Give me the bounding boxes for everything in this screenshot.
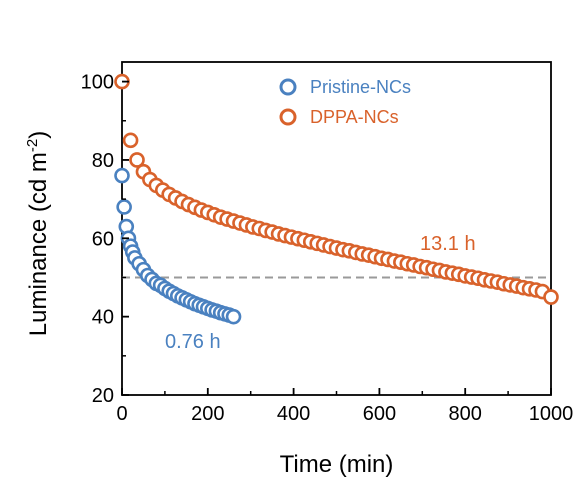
x-tick-label: 800 (449, 403, 482, 425)
y-axis-label: Luminance (cd m-2) (24, 131, 52, 336)
x-tick-label: 1000 (529, 403, 574, 425)
data-point (122, 132, 139, 149)
annotation-pristine-lifetime: 0.76 h (165, 331, 221, 353)
series-pristine (114, 167, 242, 325)
x-tick-label: 200 (191, 403, 224, 425)
x-axis-label: Time (min) (280, 451, 394, 478)
y-axis-label-close: ) (25, 131, 52, 139)
legend-label-pristine: Pristine-NCs (310, 77, 411, 97)
data-point (129, 152, 145, 168)
legend-marker-dppa (279, 108, 297, 126)
data-point (225, 308, 242, 325)
annotation-dppa-lifetime: 13.1 h (420, 233, 476, 255)
data-point (116, 199, 132, 215)
y-tick-label: 40 (92, 307, 114, 329)
y-axis-label-main: Luminance (cd m (25, 152, 52, 336)
data-point (114, 167, 130, 184)
y-tick-label: 100 (81, 72, 114, 94)
axis-ticks-group: 0 200 400 600 800 1000 20 40 60 80 100 (81, 72, 574, 425)
legend-label-dppa: DPPA-NCs (310, 107, 399, 127)
legend-marker-pristine (279, 78, 297, 96)
legend: Pristine-NCs DPPA-NCs (279, 77, 411, 127)
data-series-group (114, 73, 559, 325)
y-tick-label: 20 (92, 385, 114, 407)
y-axis-label-superscript: -2 (24, 139, 41, 152)
x-tick-label: 0 (116, 403, 127, 425)
x-tick-label: 400 (277, 403, 310, 425)
x-tick-label: 600 (363, 403, 396, 425)
series-dppa (114, 73, 559, 305)
y-tick-label: 80 (92, 150, 114, 172)
data-point (543, 289, 559, 305)
y-tick-label: 60 (92, 228, 114, 250)
